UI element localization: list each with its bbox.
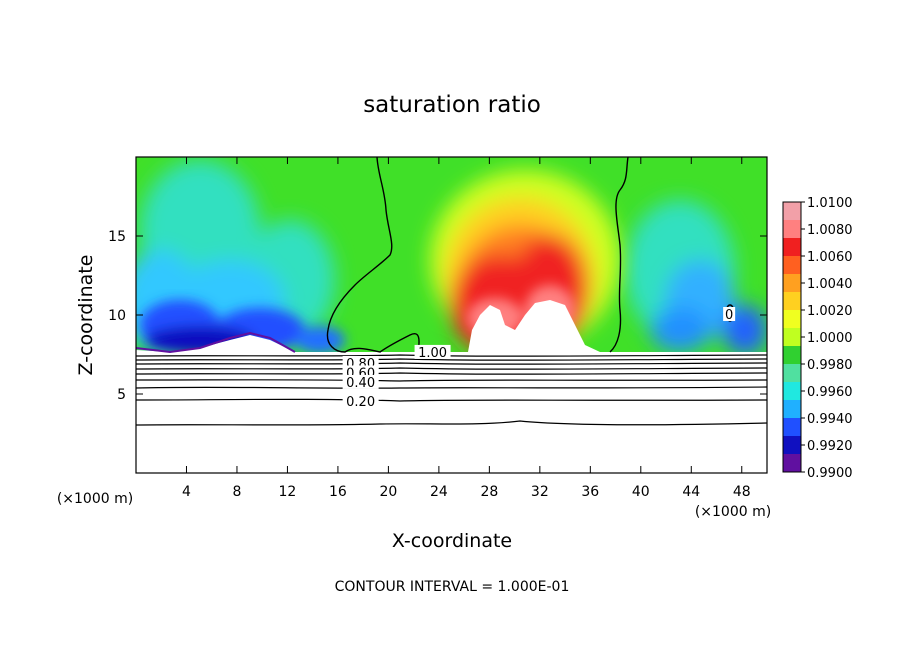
colorbar-swatch xyxy=(783,256,801,275)
x-tick-label: 4 xyxy=(182,484,191,500)
colorbar-label: 1.0040 xyxy=(807,277,853,292)
colorbar-swatch xyxy=(783,436,801,455)
y-axis-label: Z-coordinate xyxy=(75,255,97,376)
contour-label: 1.00 xyxy=(418,346,447,361)
x-tick-label: 16 xyxy=(329,484,347,500)
y-axis: 5 10 15 xyxy=(108,229,767,403)
contour-label: 0 xyxy=(725,308,733,323)
colorbar-label: 1.0100 xyxy=(807,196,853,211)
colorbar-swatch xyxy=(783,418,801,437)
x-tick-label: 12 xyxy=(279,484,297,500)
contour-label: 0.40 xyxy=(346,376,375,391)
contour-label-bg xyxy=(342,393,379,408)
colorbar-label: 1.0080 xyxy=(807,223,853,238)
colorbar-label: 0.9900 xyxy=(807,466,853,481)
y-tick-label: 15 xyxy=(108,229,126,245)
contour-label-bg xyxy=(723,307,736,321)
x-tick-label: 8 xyxy=(232,484,241,500)
colorbar-swatch xyxy=(783,238,801,257)
x-tick-label: 36 xyxy=(581,484,599,500)
colorbar-label: 0.9980 xyxy=(807,358,853,373)
heatmap-field: 1.000.800.600.400.200 xyxy=(136,157,767,473)
colorbar-swatch xyxy=(783,202,801,221)
colorbar-label: 1.0000 xyxy=(807,331,853,346)
colorbar-swatch xyxy=(783,346,801,365)
colorbar-swatch xyxy=(783,292,801,311)
contour-label: 0.20 xyxy=(346,395,375,410)
colorbar-label: 1.0060 xyxy=(807,250,853,265)
x-tick-label: 20 xyxy=(379,484,397,500)
y-tick-label: 5 xyxy=(117,387,126,403)
colorbar-label: 0.9960 xyxy=(807,385,853,400)
x-axis: 4 8 12 16 20 24 28 32 36 40 44 48 xyxy=(182,157,751,500)
contour-labels: 1.000.800.600.400.200 xyxy=(342,307,736,410)
x-axis-label: X-coordinate xyxy=(392,530,512,552)
colorbar-swatch xyxy=(783,220,801,239)
colorbar-swatch xyxy=(783,364,801,383)
y-tick-label: 10 xyxy=(108,308,126,324)
colorbar-swatch xyxy=(783,310,801,329)
colorbar-swatch xyxy=(783,382,801,401)
colorbar-label: 0.9940 xyxy=(807,412,853,427)
x-axis-unit-left: (×1000 m) xyxy=(57,491,133,507)
colorbar-swatch xyxy=(783,328,801,347)
x-tick-label: 24 xyxy=(430,484,448,500)
x-tick-label: 32 xyxy=(531,484,549,500)
colorbar-label: 0.9920 xyxy=(807,439,853,454)
colorbar-swatch xyxy=(783,400,801,419)
x-tick-label: 40 xyxy=(632,484,650,500)
chart-title: saturation ratio xyxy=(363,92,541,118)
contour-label-bg xyxy=(342,374,379,389)
contour-interval-footer: CONTOUR INTERVAL = 1.000E-01 xyxy=(335,579,570,595)
colorbar-swatch xyxy=(783,274,801,293)
colorbar: 1.0100 1.0080 1.0060 1.0040 1.0020 1.0000 0.99… xyxy=(782,196,853,481)
contour-label-bg xyxy=(414,344,451,359)
x-tick-label: 44 xyxy=(682,484,700,500)
colorbar-swatch xyxy=(783,454,801,473)
x-tick-label: 48 xyxy=(733,484,751,500)
x-tick-label: 28 xyxy=(480,484,498,500)
x-axis-unit-right: (×1000 m) xyxy=(695,504,771,520)
colorbar-label: 1.0020 xyxy=(807,304,853,319)
